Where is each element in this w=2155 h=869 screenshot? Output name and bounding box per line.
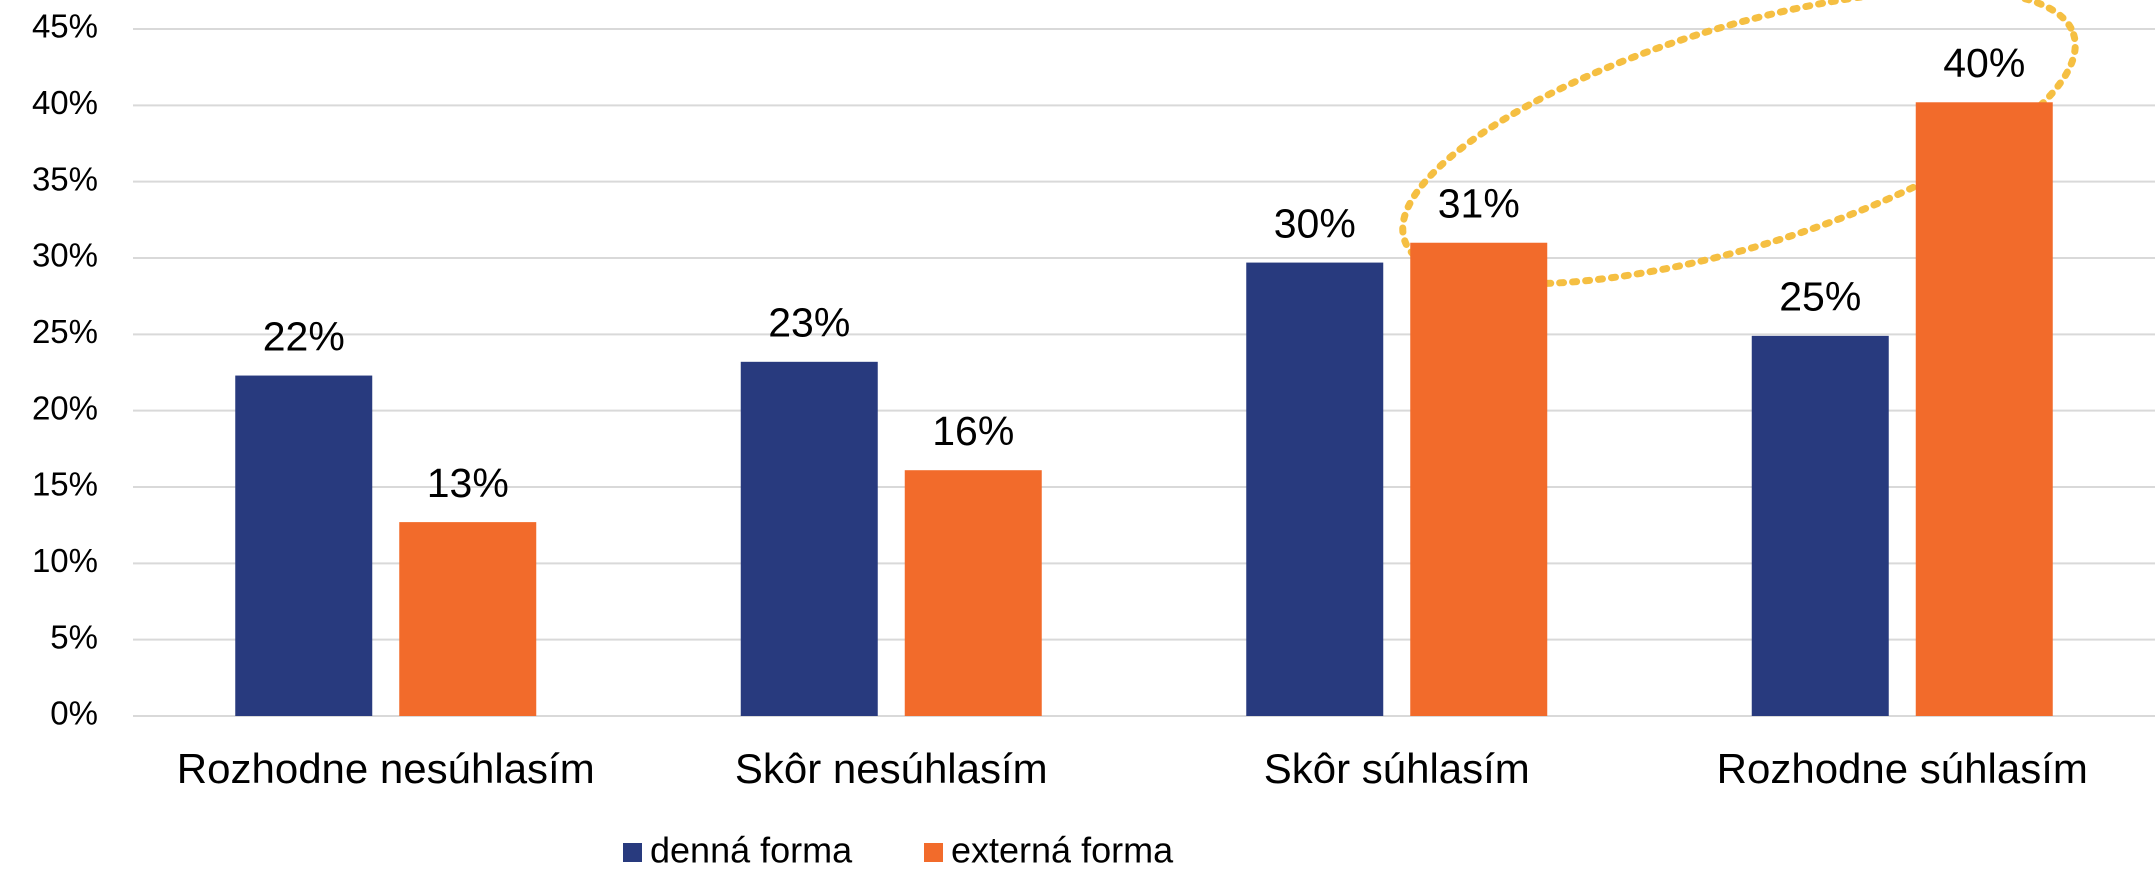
bar [904,470,1042,716]
y-tick-label: 30% [32,237,98,274]
legend-swatch [924,843,943,862]
bar [235,375,373,716]
x-tick-label: Skôr súhlasím [1264,745,1530,792]
y-tick-label: 15% [32,466,98,503]
x-tick-label: Rozhodne súhlasím [1717,745,2088,792]
bar [1915,102,2053,716]
legend-swatch [623,843,642,862]
legend-label: externá forma [951,830,1174,869]
bar [1410,242,1548,716]
value-label: 31% [1438,181,1520,227]
bar [1751,335,1889,716]
y-tick-label: 35% [32,160,98,197]
value-label: 40% [1943,40,2025,86]
bar [399,522,537,716]
y-tick-label: 5% [50,618,98,655]
value-label: 30% [1274,200,1356,246]
value-label: 13% [427,460,509,506]
value-label: 23% [768,300,850,346]
y-tick-label: 45% [32,8,98,45]
y-tick-label: 20% [32,389,98,426]
value-label: 22% [263,313,345,359]
value-label: 16% [932,408,1014,454]
y-tick-label: 25% [32,313,98,350]
value-label: 25% [1779,274,1861,320]
x-tick-label: Rozhodne nesúhlasím [177,745,595,792]
bar [1246,262,1384,716]
legend-label: denná forma [650,830,853,869]
highlight-ellipse [1399,0,2079,288]
y-tick-label: 40% [32,84,98,121]
y-tick-label: 10% [32,542,98,579]
bar [740,361,878,716]
x-tick-label: Skôr nesúhlasím [735,745,1048,792]
y-tick-label: 0% [50,695,98,732]
